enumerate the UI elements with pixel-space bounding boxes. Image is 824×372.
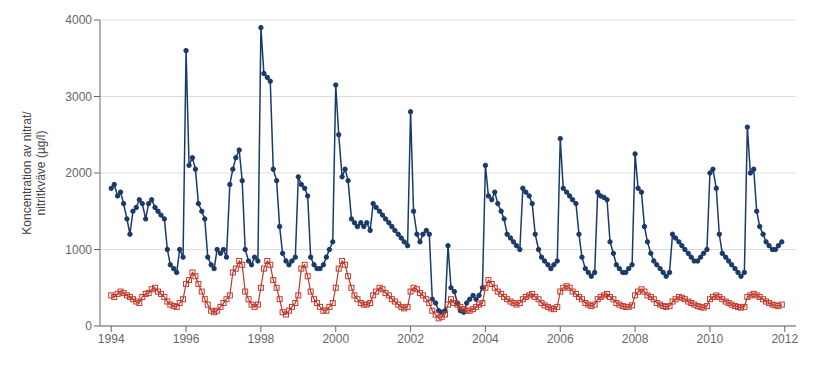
svg-text:2002: 2002 (397, 332, 424, 346)
svg-text:2008: 2008 (622, 332, 649, 346)
svg-text:1000: 1000 (65, 243, 92, 257)
svg-text:2010: 2010 (697, 332, 724, 346)
svg-text:2012: 2012 (771, 332, 798, 346)
svg-text:0: 0 (85, 319, 92, 333)
svg-text:2000: 2000 (322, 332, 349, 346)
svg-text:3000: 3000 (65, 90, 92, 104)
svg-text:1998: 1998 (248, 332, 275, 346)
svg-text:1994: 1994 (98, 332, 125, 346)
svg-text:4000: 4000 (65, 13, 92, 27)
svg-text:2006: 2006 (547, 332, 574, 346)
svg-text:2000: 2000 (65, 166, 92, 180)
svg-text:Koncentration av nitrat/nitrit: Koncentration av nitrat/nitritkväve (µg/… (20, 111, 48, 235)
svg-text:1996: 1996 (173, 332, 200, 346)
svg-text:2004: 2004 (472, 332, 499, 346)
